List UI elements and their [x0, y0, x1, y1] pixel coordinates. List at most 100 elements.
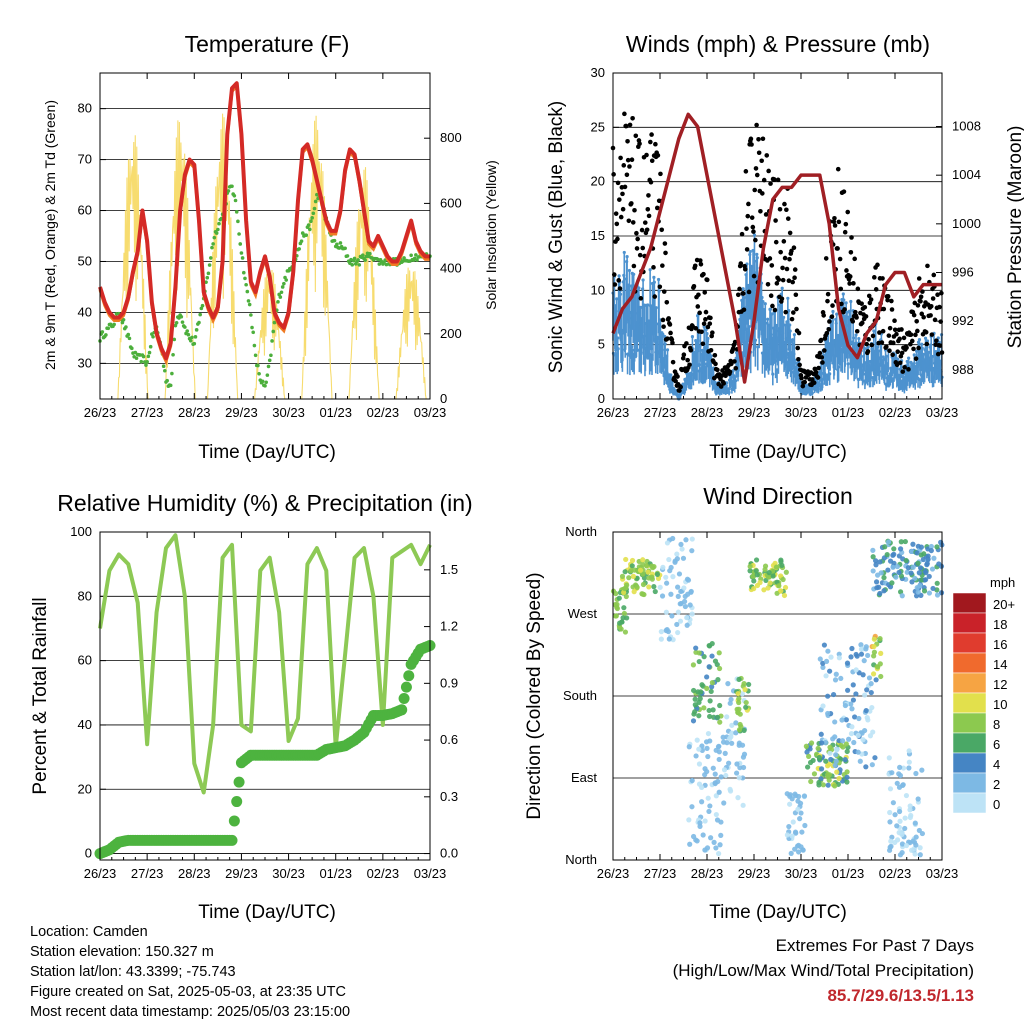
gust-point [895, 349, 901, 355]
gust-point [644, 152, 649, 158]
wind-mean-mark [937, 338, 940, 366]
gust-point [617, 286, 623, 291]
gust-point [649, 132, 654, 137]
wind-mean-mark [659, 351, 661, 373]
gust-point [886, 333, 892, 338]
gust-point [629, 157, 635, 162]
direction-point [784, 832, 790, 838]
gust-point [782, 255, 788, 261]
gust-point [737, 286, 742, 292]
direction-point [622, 629, 629, 635]
legend-swatch [952, 612, 987, 634]
direction-point [675, 584, 681, 590]
direction-point [645, 569, 651, 575]
wind-mean-mark [927, 352, 930, 374]
gust-point [646, 213, 652, 219]
direction-point [734, 761, 740, 767]
wind-mean-mark [776, 369, 778, 383]
wind-mean-mark [695, 343, 698, 369]
direction-point [694, 838, 700, 844]
direction-point [736, 676, 742, 682]
direction-point [678, 541, 684, 548]
direction-point [643, 563, 650, 569]
direction-point [739, 691, 745, 697]
dewpoint-point [204, 280, 208, 284]
direction-point [734, 770, 740, 776]
direction-point [651, 584, 657, 590]
wind-mean-mark [780, 294, 783, 342]
direction-point [729, 722, 735, 728]
dewpoint-point [282, 281, 286, 286]
dewpoint-point [266, 364, 271, 369]
dewpoint-point [309, 219, 313, 224]
wind-mean-point [820, 371, 824, 376]
gust-point [733, 365, 739, 371]
direction-point [793, 793, 799, 799]
wind-mean-mark [768, 325, 770, 359]
wind-mean-mark [790, 352, 792, 374]
wind-mean-point [665, 371, 669, 375]
wind-mean-point [837, 365, 841, 369]
gust-point [637, 252, 643, 258]
wind-mean-point [649, 347, 653, 351]
precip-y-tick-label: 0.9 [440, 675, 458, 690]
wind-mean-point [766, 317, 770, 321]
direction-point [818, 766, 825, 772]
direction-point [877, 590, 883, 597]
gust-point [756, 150, 762, 156]
dewpoint-point [134, 356, 139, 361]
direction-point [869, 762, 875, 768]
humidity-y-tick-label: 80 [78, 588, 92, 603]
wind-mean-mark [643, 335, 645, 365]
direction-point [912, 820, 918, 826]
solar-y-tick-label: 600 [440, 195, 462, 210]
wind-mean-mark [767, 354, 770, 375]
wind-mean-point [681, 382, 685, 386]
precip-point [226, 834, 238, 846]
wind-mean-point [876, 345, 880, 349]
wind-mean-mark [629, 355, 631, 376]
wind-mean-mark [691, 365, 693, 381]
wind-mean-mark [786, 321, 788, 357]
direction-point [754, 572, 760, 578]
speed-color-legend: 20+ 18 16 14 12 10 8 6 4 2 0 [952, 592, 1015, 814]
wind-mean-point [844, 301, 848, 305]
gust-point [924, 341, 930, 347]
gust-point [684, 341, 689, 346]
wind-mean-mark [668, 374, 671, 386]
gust-point [675, 374, 680, 379]
gust-point [844, 268, 849, 273]
dewpoint-point [233, 198, 238, 203]
direction-point [870, 729, 876, 735]
wind-mean-point [665, 348, 670, 352]
dewpoint-point [165, 378, 169, 383]
direction-point [691, 687, 697, 694]
gust-point [780, 265, 785, 271]
gust-point [692, 263, 698, 269]
direction-point [668, 591, 674, 597]
winds-x-tick-label: 02/23 [879, 405, 912, 420]
direction-point [658, 629, 664, 635]
wind-mean-mark [761, 297, 763, 344]
gust-point [673, 378, 678, 384]
wind-mean-mark [633, 354, 635, 375]
direction-point [842, 702, 848, 709]
gust-point [835, 246, 840, 251]
dewpoint-point [240, 256, 245, 260]
gust-point [662, 241, 668, 246]
direction-point [873, 562, 879, 568]
wind-mean-mark [660, 353, 663, 374]
dewpoint-point [230, 184, 234, 189]
wind-mean-mark [871, 348, 874, 372]
gust-point [830, 303, 835, 308]
gust-point [749, 142, 754, 147]
wind-mean-mark [874, 366, 877, 382]
gust-point [640, 245, 646, 251]
direction-point [853, 691, 859, 697]
wind-mean-point [771, 372, 775, 376]
gust-point [902, 364, 907, 370]
direction-point [852, 714, 858, 720]
direction-point [782, 584, 789, 591]
wind-mean-point [727, 387, 731, 392]
gust-point [708, 315, 713, 321]
